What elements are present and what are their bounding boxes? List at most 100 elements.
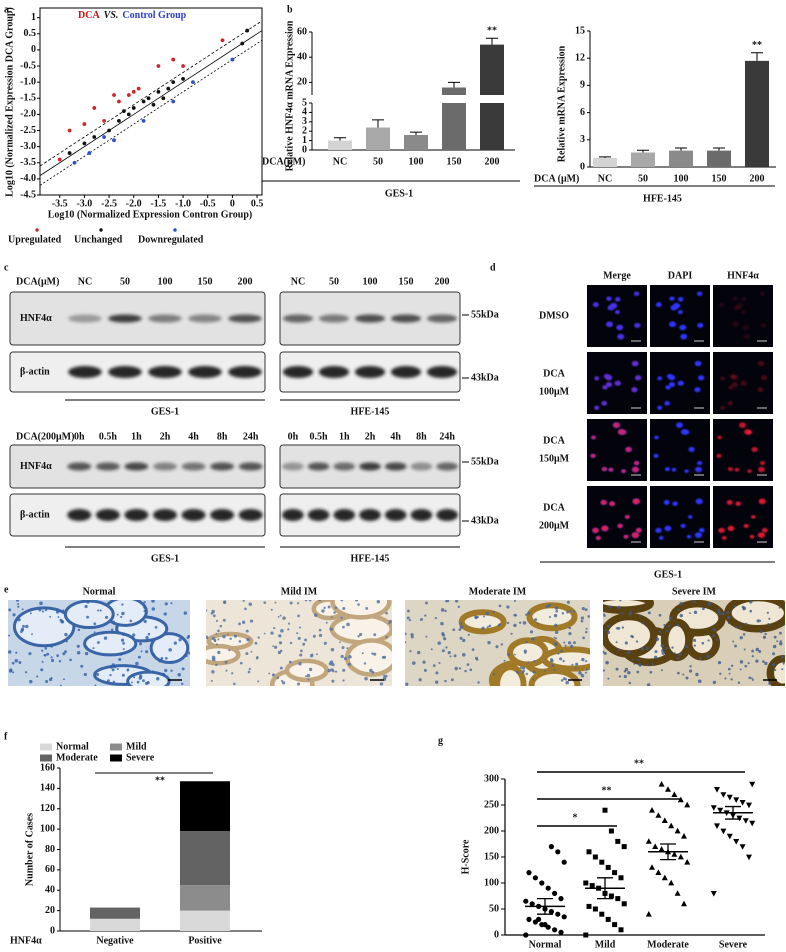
nucleus (587, 615, 590, 618)
hnf4a-signal (757, 532, 765, 538)
nucleus (569, 609, 572, 612)
hnf4a-signal (740, 380, 747, 386)
y-tick-label: 40 (45, 885, 55, 896)
fluorescence-image (650, 486, 710, 548)
blot-band (148, 366, 182, 378)
nucleus (721, 612, 725, 616)
nucleus (274, 601, 277, 604)
data-point (592, 854, 598, 860)
significance: ** (487, 26, 497, 37)
nucleus (519, 666, 523, 669)
gland (724, 600, 785, 633)
data-point (67, 151, 72, 155)
hnf4a-signal (632, 498, 640, 505)
nucleus (660, 643, 665, 648)
nucleus (699, 528, 705, 533)
nucleus (242, 600, 245, 602)
nucleus (76, 644, 80, 648)
hnf4a-signal (727, 401, 734, 406)
data-point (82, 141, 87, 146)
nucleus (697, 375, 705, 381)
nucleus (296, 602, 300, 605)
nucleus (246, 637, 250, 642)
nucleus (332, 670, 335, 673)
hnf4a-signal (617, 333, 625, 340)
bar (593, 157, 617, 167)
nucleus (744, 664, 748, 668)
nucleus (64, 650, 67, 654)
nucleus (606, 630, 611, 635)
nucleus (694, 387, 701, 393)
nucleus (346, 647, 349, 650)
nucleus (342, 668, 346, 672)
blot-band (384, 462, 407, 471)
nucleus (776, 640, 779, 643)
hnf4a-signal (742, 324, 750, 331)
data-point (677, 796, 684, 803)
nucleus (49, 644, 54, 648)
nucleus (379, 682, 384, 686)
nucleus (217, 650, 221, 655)
nucleus (8, 634, 11, 637)
reference-line (40, 39, 262, 186)
data-point (618, 927, 624, 933)
y-tick-label: -4.0 (20, 173, 36, 184)
gland (507, 637, 549, 668)
nucleus (607, 677, 610, 680)
nucleus (676, 623, 680, 627)
nucleus (677, 671, 680, 675)
nucleus (514, 614, 518, 617)
x-tick-label: -3.0 (76, 198, 92, 209)
nucleus (766, 611, 769, 614)
nucleus (563, 641, 566, 644)
nucleus (443, 637, 447, 641)
legend-swatch (110, 743, 122, 751)
reference-line (40, 30, 262, 176)
nucleus (373, 652, 377, 656)
lane-label: 200 (435, 276, 450, 287)
data-point (612, 922, 618, 928)
data-point (57, 157, 62, 162)
blot-band (238, 462, 263, 471)
nucleus (664, 401, 671, 406)
lane-label: 50 (329, 276, 339, 287)
data-point (684, 859, 691, 865)
hnf4a-signal (631, 360, 639, 367)
ihc-image (8, 600, 190, 686)
nucleus (581, 657, 585, 662)
x-tick-label: 150 (712, 173, 727, 184)
data-point (126, 112, 131, 117)
nucleus (226, 633, 229, 636)
hnf4a-signal (749, 534, 755, 539)
nucleus (150, 616, 153, 619)
nucleus (38, 608, 42, 612)
nucleus (741, 605, 745, 609)
hnf4a-signal (606, 321, 614, 328)
data-point (558, 929, 564, 936)
nucleus (121, 611, 125, 616)
nucleus (120, 638, 125, 642)
nucleus (425, 635, 428, 638)
nucleus (238, 640, 242, 643)
nucleus (296, 632, 299, 635)
nucleus (617, 626, 621, 630)
hnf4a-signal (732, 296, 738, 301)
nucleus (680, 429, 688, 435)
nucleus (605, 660, 609, 665)
nucleus (143, 606, 146, 609)
y-axis-label: Number of Cases (24, 813, 35, 886)
data-point (156, 89, 161, 94)
nucleus (677, 608, 680, 611)
hnf4a-signal (743, 333, 751, 340)
nucleus (140, 650, 143, 653)
nucleus (655, 527, 662, 534)
nucleus (410, 633, 414, 637)
hnf4a-signal (617, 523, 623, 529)
nucleus (444, 609, 447, 613)
nucleus (477, 681, 480, 684)
nucleus (554, 630, 559, 635)
nucleus (341, 646, 345, 650)
protein-label: HNF4α (20, 461, 52, 472)
data-point (156, 64, 161, 68)
nucleus (751, 649, 755, 653)
